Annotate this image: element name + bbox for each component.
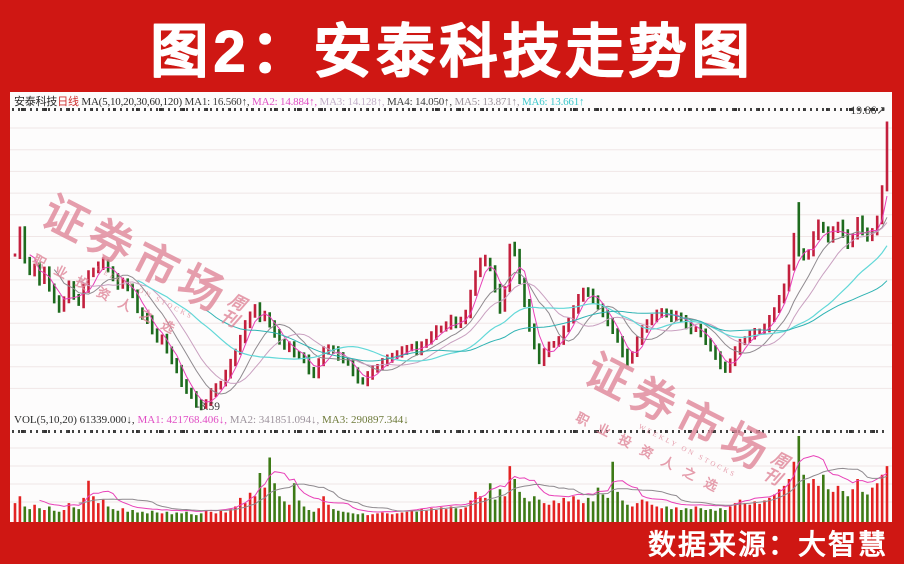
ma-value: MA3: 14.128↑, [319,96,387,108]
volume-pane-dashed-border [12,430,888,433]
volume-indicator-header: VOL(5,10,20) 61339.000↓, MA1: 421768.406… [14,414,884,429]
ma-value: MA1: 16.560↑, [184,96,252,108]
data-source-label: 数据来源：大智慧 [647,529,888,560]
ma-value: MA2: 14.884↑, [252,96,320,108]
ma-params: MA(5,10,20,30,60,120) [78,96,185,108]
period-label: 日线 [57,96,79,108]
price-candlestick-chart [10,121,892,411]
highest-price-label: 19.86↗ [850,105,886,117]
ma-value: MA6: 13.661↑ [521,96,585,108]
volume-bar-chart [10,436,892,522]
figure-title: 图2：安泰科技走势图 [149,19,755,84]
vol-value: VOL(5,10,20) 61339.000↓, [14,414,138,426]
ma-value: MA5: 13.871↑, [454,96,522,108]
title-band: 图2：安泰科技走势图 [0,0,904,92]
chart-panel: 安泰科技日线 MA(5,10,20,30,60,120) MA1: 16.560… [10,92,892,522]
vol-ma-value: MA1: 421768.406↓, [137,414,230,426]
price-pane-dashed-border [12,108,888,111]
vol-ma-value: MA3: 290897.344↓ [322,414,409,426]
ma-indicator-header: 安泰科技日线 MA(5,10,20,30,60,120) MA1: 16.560… [14,93,884,108]
source-band: 数据来源：大智慧 [0,522,904,564]
ma-value: MA4: 14.050↑, [386,96,455,108]
lowest-price-label: -3.59 [196,401,220,413]
vol-ma-value: MA2: 341851.094↓, [229,414,322,426]
stock-name: 安泰科技 [14,96,58,108]
